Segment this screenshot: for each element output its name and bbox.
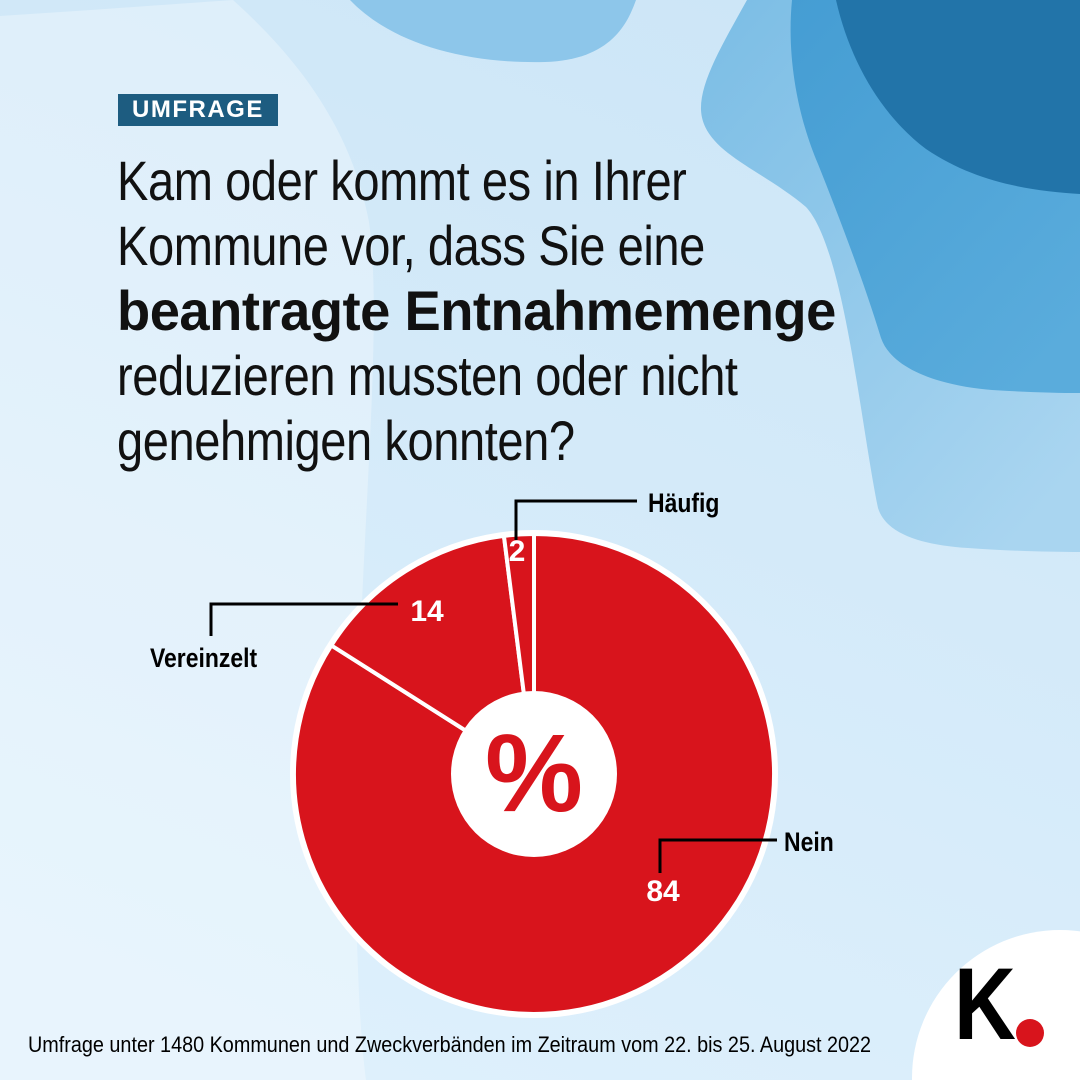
pie-label-haeufig: Häufig — [648, 488, 720, 518]
background-subtle-wave — [0, 0, 374, 1080]
headline-line-5: genehmigen konnten? — [117, 409, 575, 472]
pie-label-vereinzelt: Vereinzelt — [150, 643, 258, 673]
pie-value-nein: 84 — [646, 875, 680, 908]
headline-line-3-bold: beantragte Entnahmemenge — [117, 279, 836, 342]
logo-red-dot-icon — [1016, 1019, 1044, 1047]
headline-line-4: reduzieren mussten oder nicht — [117, 344, 738, 407]
pie-value-vereinzelt: 14 — [410, 595, 444, 628]
headline-line-1: Kam oder kommt es in Ihrer — [117, 149, 687, 212]
background-top-tongue-wave — [350, 0, 636, 63]
logo-letter-k: K — [954, 947, 1016, 1061]
headline-line-2: Kommune vor, dass Sie eine — [117, 214, 705, 277]
footer-source: Umfrage unter 1480 Kommunen und Zweckver… — [28, 1032, 872, 1057]
headline: Kam oder kommt es in Ihrer Kommune vor, … — [117, 148, 1017, 473]
pie-value-haeufig: 2 — [508, 535, 526, 568]
leader-line-vereinzelt — [209, 602, 398, 636]
pie-label-nein: Nein — [784, 827, 834, 857]
leader-line-haeufig — [514, 499, 637, 540]
leader-line-nein — [658, 838, 777, 873]
pie-center-percent-symbol: % — [485, 711, 583, 835]
corner-wave-dark — [836, 0, 1080, 194]
pie-center-circle — [451, 691, 617, 857]
umfrage-badge-label: UMFRAGE — [132, 96, 264, 123]
umfrage-badge: UMFRAGE — [118, 94, 278, 126]
